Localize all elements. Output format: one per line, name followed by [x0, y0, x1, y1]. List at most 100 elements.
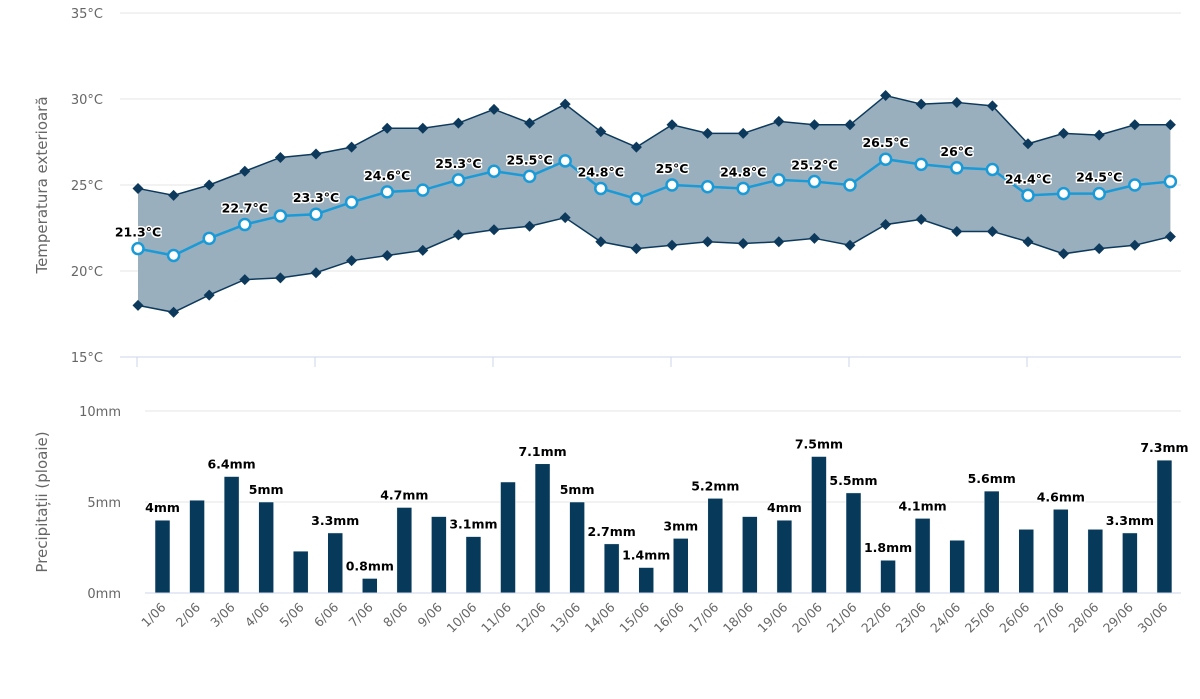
temperature-max-marker	[239, 165, 251, 177]
temperature-average-marker	[380, 185, 394, 199]
x-axis-date-label: 5/06	[276, 599, 306, 629]
temperature-max-marker	[986, 100, 998, 112]
temperature-y-axis-ticks: 15°C 20°C 25°C 30°C 35°C	[71, 7, 103, 366]
temperature-min-marker	[702, 236, 714, 248]
precipitation-data-label: 4mm	[145, 500, 180, 515]
precipitation-bar	[292, 550, 309, 594]
temperature-min-marker	[808, 232, 820, 244]
precipitation-y-axis-title: Precipitații (ploaie)	[33, 431, 51, 572]
precipitation-gridlines	[145, 410, 1181, 503]
temperature-min-marker	[986, 225, 998, 237]
temperature-max-marker	[951, 96, 963, 108]
precipitation-data-label: 3mm	[663, 518, 698, 533]
temperature-y-tick-label: 35°C	[71, 7, 103, 22]
x-axis-date-label: 30/06	[1134, 599, 1170, 635]
precipitation-bar	[880, 559, 896, 594]
temperature-max-marker	[524, 117, 536, 129]
x-axis-date-label: 17/06	[685, 599, 721, 635]
precipitation-data-label: 5mm	[249, 482, 284, 497]
temperature-max-line	[137, 94, 1171, 197]
temperature-min-marker	[1058, 248, 1070, 260]
x-axis-date-label: 26/06	[996, 599, 1032, 635]
temperature-max-marker	[844, 119, 856, 131]
temperature-average-marker	[843, 178, 857, 192]
temperature-average-marker	[131, 241, 145, 256]
precipitation-bar	[534, 463, 551, 594]
temperature-average-marker	[416, 183, 430, 197]
temperature-min-marker	[452, 229, 464, 241]
temperature-max-marker	[203, 179, 215, 191]
x-axis-date-label: 13/06	[547, 599, 583, 635]
temperature-average-marker	[1056, 186, 1071, 201]
temperature-average-marker	[522, 169, 537, 184]
temperature-average-marker	[451, 173, 466, 187]
temperature-y-tick-label: 25°C	[71, 179, 103, 194]
x-axis-date-label: 14/06	[582, 599, 618, 635]
precipitation-data-labels: 4mm 6.4mm 5mm 3.3mm 0.8mm 4.7mm 3.1mm 7.1mm 5mm 2…	[144, 435, 1190, 575]
precipitation-data-label: 7.3mm	[1140, 440, 1188, 455]
x-axis-date-label: 7/06	[345, 599, 375, 629]
temperature-average-marker	[1021, 188, 1035, 203]
precipitation-data-label: 4.6mm	[1037, 489, 1085, 504]
temperature-data-label: 24.4°C	[1005, 171, 1051, 186]
temperature-max-marker	[1129, 119, 1141, 131]
precipitation-bar	[776, 519, 793, 594]
temperature-data-label: 26°C	[940, 144, 973, 159]
temperature-data-label: 25.2°C	[791, 158, 837, 173]
precipitation-bar	[431, 516, 447, 594]
precipitation-bar	[396, 507, 413, 594]
temperature-min-marker	[488, 224, 500, 236]
temperature-max-marker	[915, 98, 927, 110]
x-axis-date-labels: 1/06 2/06 3/06 4/06 5/06 6/06 7/06 8/06 9/0610/0…	[138, 599, 1170, 635]
temperature-average-marker	[665, 178, 679, 192]
x-axis-date-label: 23/06	[893, 599, 929, 635]
temperature-min-marker	[1022, 236, 1034, 248]
temperature-min-marker	[951, 225, 963, 237]
x-axis-date-label: 18/06	[720, 599, 756, 635]
temperature-average-marker	[878, 152, 893, 166]
temperature-average-marker	[1128, 178, 1142, 192]
temperature-max-marker	[417, 122, 429, 134]
precipitation-bar	[742, 516, 758, 594]
temperature-max-marker	[310, 148, 322, 160]
precipitation-bar	[154, 519, 171, 594]
precipitation-data-label: 0.8mm	[346, 558, 394, 573]
precipitation-bar	[845, 492, 862, 594]
precipitation-data-label: 7.1mm	[518, 444, 566, 459]
temperature-y-axis-title: Temperatura exterioară	[33, 96, 51, 274]
precipitation-data-label: 1.8mm	[864, 540, 912, 555]
temperature-data-label: 26.5°C	[862, 135, 908, 150]
temperature-data-label: 22.7°C	[222, 201, 268, 216]
precipitation-bar	[983, 490, 1000, 594]
temperature-data-labels: 21.3°C 22.7°C 23.3°C 24.6°C 25.3°C 25.5°C 24.8…	[113, 134, 1123, 241]
x-axis-date-label: 6/06	[311, 599, 341, 629]
precipitation-data-label: 2.7mm	[588, 524, 636, 539]
x-axis-date-label: 19/06	[754, 599, 790, 635]
temperature-data-label: 24.8°C	[578, 164, 624, 179]
x-axis-date-label: 12/06	[513, 599, 549, 635]
temperature-data-label: 24.8°C	[720, 164, 766, 179]
temperature-min-marker	[844, 239, 856, 251]
precipitation-bar	[1087, 529, 1104, 594]
temperature-average-marker	[1163, 174, 1178, 189]
temperature-min-marker	[203, 289, 215, 301]
precipitation-bar	[362, 578, 378, 594]
temperature-data-label: 25.3°C	[435, 156, 481, 171]
temperature-max-marker	[559, 98, 571, 110]
precipitation-y-tick-label: 0mm	[87, 587, 121, 602]
temperature-min-marker	[524, 220, 536, 232]
precipitation-data-label: 1.4mm	[622, 548, 670, 563]
temperature-data-label: 25.5°C	[506, 152, 552, 167]
precipitation-panel: 0mm 5mm 10mm Precipitații (ploaie) 4mm 6.4m…	[33, 405, 1190, 636]
temperature-average-marker	[273, 209, 288, 223]
temperature-max-marker	[132, 182, 144, 194]
temperature-average-marker	[914, 157, 928, 172]
temperature-average-marker	[807, 174, 822, 189]
temperature-min-marker	[915, 213, 927, 225]
temperature-data-label: 24.6°C	[364, 168, 410, 183]
precipitation-data-label: 5.2mm	[691, 478, 739, 493]
temperature-max-marker	[381, 122, 393, 134]
temperature-min-marker	[666, 239, 678, 251]
precipitation-bar	[258, 501, 274, 594]
precipitation-data-label: 5mm	[560, 482, 595, 497]
